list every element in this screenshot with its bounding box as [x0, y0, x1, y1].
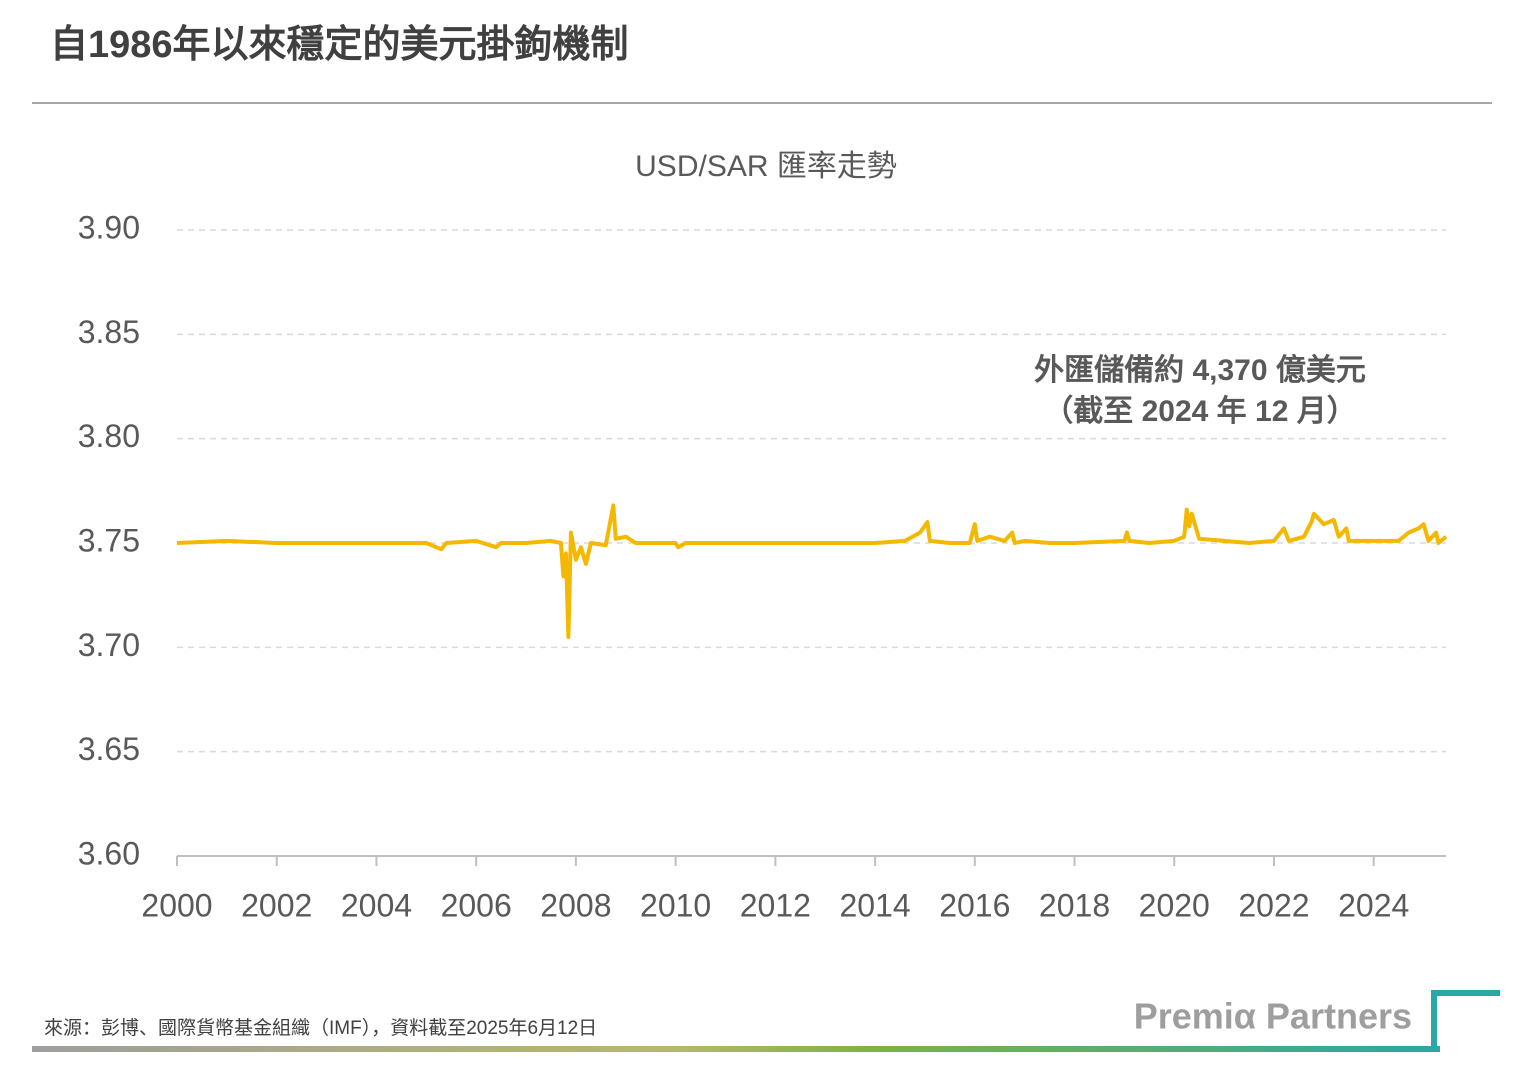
source: 來源：彭博、國際貨幣基金組織（IMF），資料截至2025年6月12日 — [44, 1017, 597, 1039]
x-tick-label: 2016 — [939, 887, 1010, 923]
y-tick-label: 3.60 — [78, 835, 140, 871]
logo-bracket — [1431, 990, 1500, 1050]
y-tick-label: 3.70 — [78, 627, 140, 663]
plot: 3.60 3.65 3.70 3.75 3.80 3.85 3.90 2000 2002 2004… — [78, 209, 1448, 923]
x-tick-label: 2022 — [1238, 887, 1309, 923]
y-tick-label: 3.80 — [78, 418, 140, 454]
x-tick-label: 2020 — [1139, 887, 1210, 923]
x-tick-label: 2002 — [241, 887, 312, 923]
x-tick-label: 2000 — [141, 887, 212, 923]
x-tick-label: 2018 — [1039, 887, 1110, 923]
x-tick-label: 2024 — [1338, 887, 1409, 923]
x-tick-label: 2010 — [640, 887, 711, 923]
y-tick-label: 3.90 — [78, 209, 140, 245]
y-tick-label: 3.75 — [78, 522, 140, 558]
x-tick-label: 2008 — [540, 887, 611, 923]
page-title: 自1986年以來穩定的美元掛鉤機制 — [50, 24, 629, 66]
annotation: 外匯儲備約 4,370 億美元 — [1034, 353, 1366, 387]
y-tick-label: 3.65 — [78, 731, 140, 767]
x-tick-label: 2012 — [740, 887, 811, 923]
x-tick-label: 2004 — [341, 887, 412, 923]
annotation: （截至 2024 年 12 月） — [1043, 394, 1356, 428]
chart-title: USD/SAR 匯率走勢 — [635, 150, 897, 183]
logo: Premiα Partners — [1134, 996, 1412, 1037]
x-tick-label: 2014 — [839, 887, 910, 923]
y-tick-label: 3.85 — [78, 314, 140, 350]
line — [176, 503, 1448, 639]
x-tick-label: 2006 — [441, 887, 512, 923]
footer-bar — [32, 1046, 1440, 1052]
